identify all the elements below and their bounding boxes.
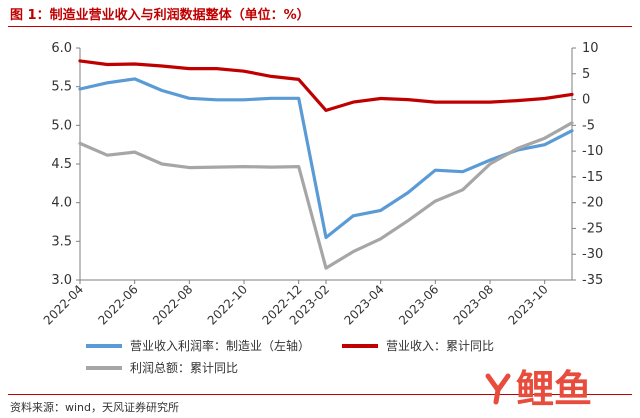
axes: 3.0 3.5 4.0 4.5 5.0 5.5 6.0 -35 -30 -25 -20 -15 -10 -… [41,41,603,328]
legend-label-1: 营业收入：累计同比 [386,339,494,353]
left-tick-label: 5.0 [51,118,72,133]
right-tick-label: -10 [582,144,603,159]
right-tick-label: -20 [582,196,603,211]
left-tick-label: 3.5 [51,234,72,249]
title-divider [8,26,632,27]
x-tick-label: 2022-08 [150,282,195,327]
x-tick-label: 2023-10 [505,282,550,327]
right-tick-label: -25 [582,221,603,236]
x-tick-label: 2022-06 [95,282,140,327]
right-tick-label: 0 [582,93,590,108]
legend-label-0: 营业收入利润率：制造业（左轴） [130,338,310,353]
watermark-text: 鲤鱼 [516,367,592,411]
right-tick-label: -15 [582,170,603,185]
right-tick-label: -30 [582,247,603,262]
series-line-2 [78,121,574,270]
x-tick-label: 2022-10 [205,282,250,327]
right-tick-label: 10 [582,41,599,56]
fish-logo-icon [485,373,511,405]
series-line-1 [78,59,574,112]
x-tick-label: 2022-04 [41,282,86,327]
right-tick-label: -5 [582,118,595,133]
right-tick-label: -35 [582,273,603,288]
right-tick-label: 5 [582,67,590,82]
x-tick-label: 2023-06 [396,282,441,327]
left-tick-label: 4.5 [51,157,72,172]
x-tick-label: 2023-08 [451,282,496,327]
source-note: 资料来源：wind，天风证券研究所 [10,401,180,414]
series-line-0 [78,77,574,240]
series-lines [78,59,574,270]
left-tick-label: 5.5 [51,80,72,95]
x-tick-label: 2023-04 [341,282,386,327]
figure-title: 图 1：制造业营业收入与利润数据整体（单位：%） [10,8,310,23]
legend-label-2: 利润总额：累计同比 [130,361,238,375]
left-tick-label: 4.0 [51,196,72,211]
watermark-logo: 鲤鱼 [485,367,592,411]
left-tick-label: 6.0 [51,41,72,56]
left-tick-label: 3.0 [51,273,72,288]
source-divider [8,394,632,395]
